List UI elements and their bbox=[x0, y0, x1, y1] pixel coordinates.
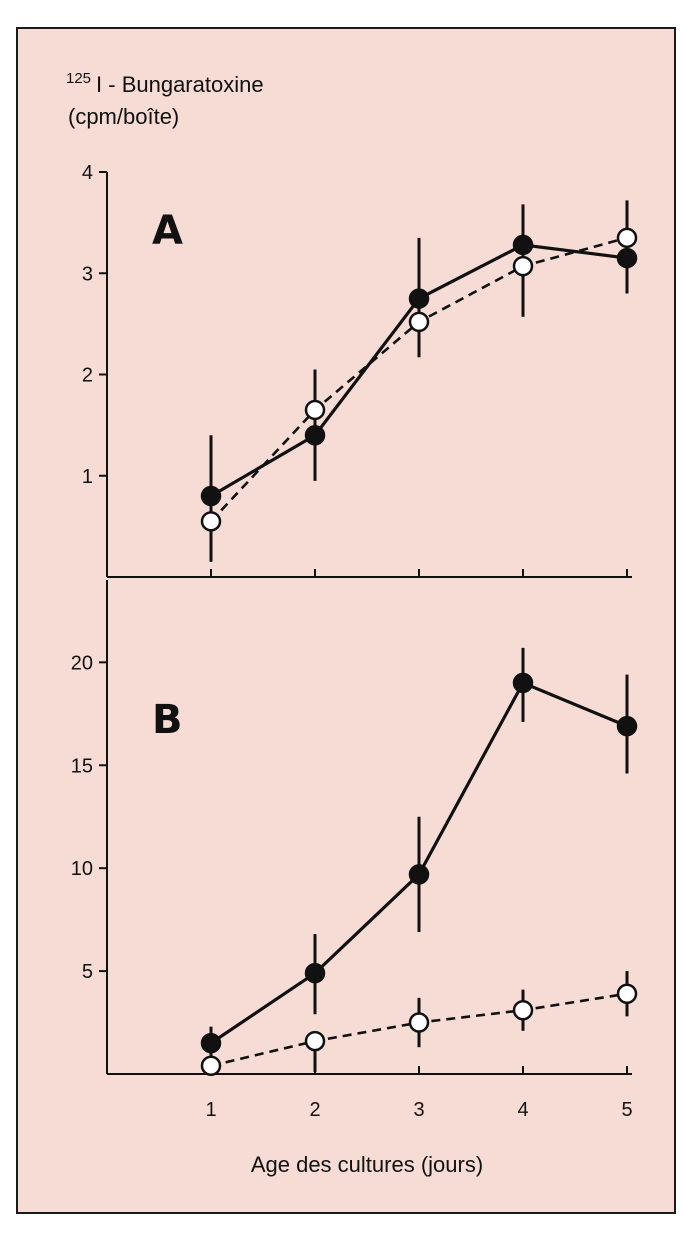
panel-b-chart: 5 10 15 20 1 2 3 4 5 B bbox=[71, 580, 638, 1121]
panel-a-filled-point bbox=[408, 288, 430, 309]
x-tick-label: 1 bbox=[205, 1099, 216, 1121]
panel-b-filled-point bbox=[200, 1032, 222, 1054]
panel-b-open-point bbox=[408, 1012, 430, 1033]
panel-a-open-point bbox=[200, 511, 222, 532]
panel-a-filled-point bbox=[512, 234, 534, 256]
panel-a-open-point bbox=[408, 311, 430, 333]
x-tick-label: 4 bbox=[517, 1099, 528, 1121]
panel-b-open-point bbox=[616, 983, 638, 1004]
panel-b-filled-point bbox=[408, 864, 430, 885]
y-axis-title-superscript: 125 bbox=[66, 70, 91, 87]
panel-b-open-point bbox=[200, 1055, 222, 1077]
panel-b-y-tick-label: 20 bbox=[71, 652, 93, 674]
x-axis-title: Age des cultures (jours) bbox=[251, 1152, 483, 1177]
panel-b-filled-point bbox=[512, 672, 534, 694]
panel-a-y-tick-label: 2 bbox=[82, 365, 93, 387]
y-axis-title: 125 I - Bungaratoxine bbox=[66, 70, 264, 97]
panel-a-y-tick-label: 3 bbox=[82, 263, 93, 285]
panel-a-letter: A bbox=[152, 208, 183, 254]
panel-a-filled-point bbox=[200, 485, 222, 507]
panel-b-letter: B bbox=[152, 697, 183, 743]
panel-a-open-point bbox=[616, 227, 638, 249]
panel-b-open-point bbox=[512, 999, 534, 1021]
y-axis-title-line1: I - Bungaratoxine bbox=[96, 72, 264, 97]
panel-b-y-tick-label: 15 bbox=[71, 755, 93, 777]
panel-b-y-tick-label: 10 bbox=[71, 858, 93, 880]
panel-a-open-point bbox=[304, 399, 326, 421]
panel-a-open-point bbox=[512, 255, 534, 277]
x-tick-label: 3 bbox=[413, 1099, 424, 1121]
x-tick-label: 2 bbox=[309, 1099, 320, 1121]
panel-a-chart: 1 2 3 4 A bbox=[82, 162, 638, 578]
x-tick-label: 5 bbox=[621, 1099, 632, 1121]
figure-background bbox=[16, 27, 676, 1214]
panel-b-filled-point bbox=[304, 962, 326, 984]
panel-b-y-tick-label: 5 bbox=[82, 961, 93, 983]
panel-b-filled-point bbox=[616, 715, 638, 737]
y-axis-title-units: (cpm/boîte) bbox=[68, 104, 179, 129]
panel-a-y-tick-label: 4 bbox=[82, 162, 93, 184]
panel-b-open-point bbox=[304, 1030, 326, 1052]
panel-a-y-tick-label: 1 bbox=[82, 466, 93, 488]
